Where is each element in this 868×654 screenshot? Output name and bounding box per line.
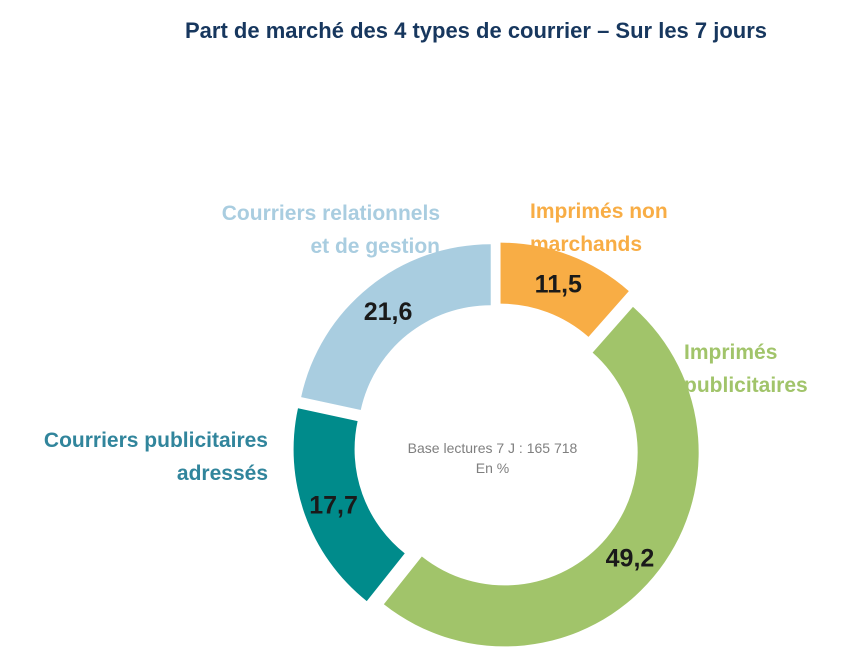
slice-imprimes-publicitaires-value-label: 49,2 bbox=[606, 544, 655, 572]
label-imprimes-non-marchands-line2: marchands bbox=[530, 233, 643, 256]
center-note: Base lectures 7 J : 165 718 En % bbox=[380, 438, 605, 478]
slice-courriers-publicitaires-adresses-value-label: 17,7 bbox=[309, 491, 358, 519]
label-courriers-relationnels-line2: et de gestion bbox=[310, 235, 440, 258]
slice-courriers-publicitaires-adresses bbox=[293, 408, 405, 602]
label-courriers-publicitaires-adresses: Courriers publicitaires adressés bbox=[18, 424, 268, 490]
label-imprimes-non-marchands-line1: Imprimés non bbox=[530, 200, 668, 223]
label-courriers-relationnels: Courriers relationnels et de gestion bbox=[170, 197, 440, 263]
slice-courriers-relationnels-value-label: 21,6 bbox=[364, 298, 413, 326]
chart-title: Part de marché des 4 types de courrier –… bbox=[185, 18, 768, 43]
slice-courriers-relationnels bbox=[301, 244, 491, 411]
label-courriers-publicitaires-adresses-line2: adressés bbox=[176, 462, 268, 485]
label-imprimes-publicitaires-line1: Imprimés bbox=[684, 341, 778, 364]
center-note-unit: En % bbox=[475, 460, 510, 476]
label-imprimes-publicitaires: Imprimés publicitaires bbox=[684, 336, 808, 402]
slice-imprimes-non-marchands-value-label: 11,5 bbox=[535, 271, 582, 299]
slice-imprimes-publicitaires bbox=[383, 306, 699, 647]
label-imprimes-publicitaires-line2: publicitaires bbox=[684, 374, 808, 397]
slice-imprimes-non-marchands bbox=[500, 242, 629, 337]
center-note-base: Base lectures 7 J : 165 718 bbox=[407, 440, 578, 456]
label-courriers-relationnels-line1: Courriers relationnels bbox=[221, 202, 440, 225]
label-courriers-publicitaires-adresses-line1: Courriers publicitaires bbox=[43, 429, 268, 452]
label-imprimes-non-marchands: Imprimés non marchands bbox=[530, 195, 668, 261]
